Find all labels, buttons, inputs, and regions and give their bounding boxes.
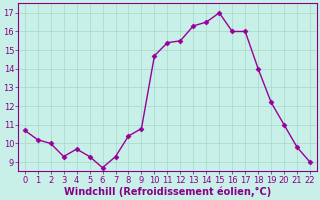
X-axis label: Windchill (Refroidissement éolien,°C): Windchill (Refroidissement éolien,°C): [64, 186, 271, 197]
